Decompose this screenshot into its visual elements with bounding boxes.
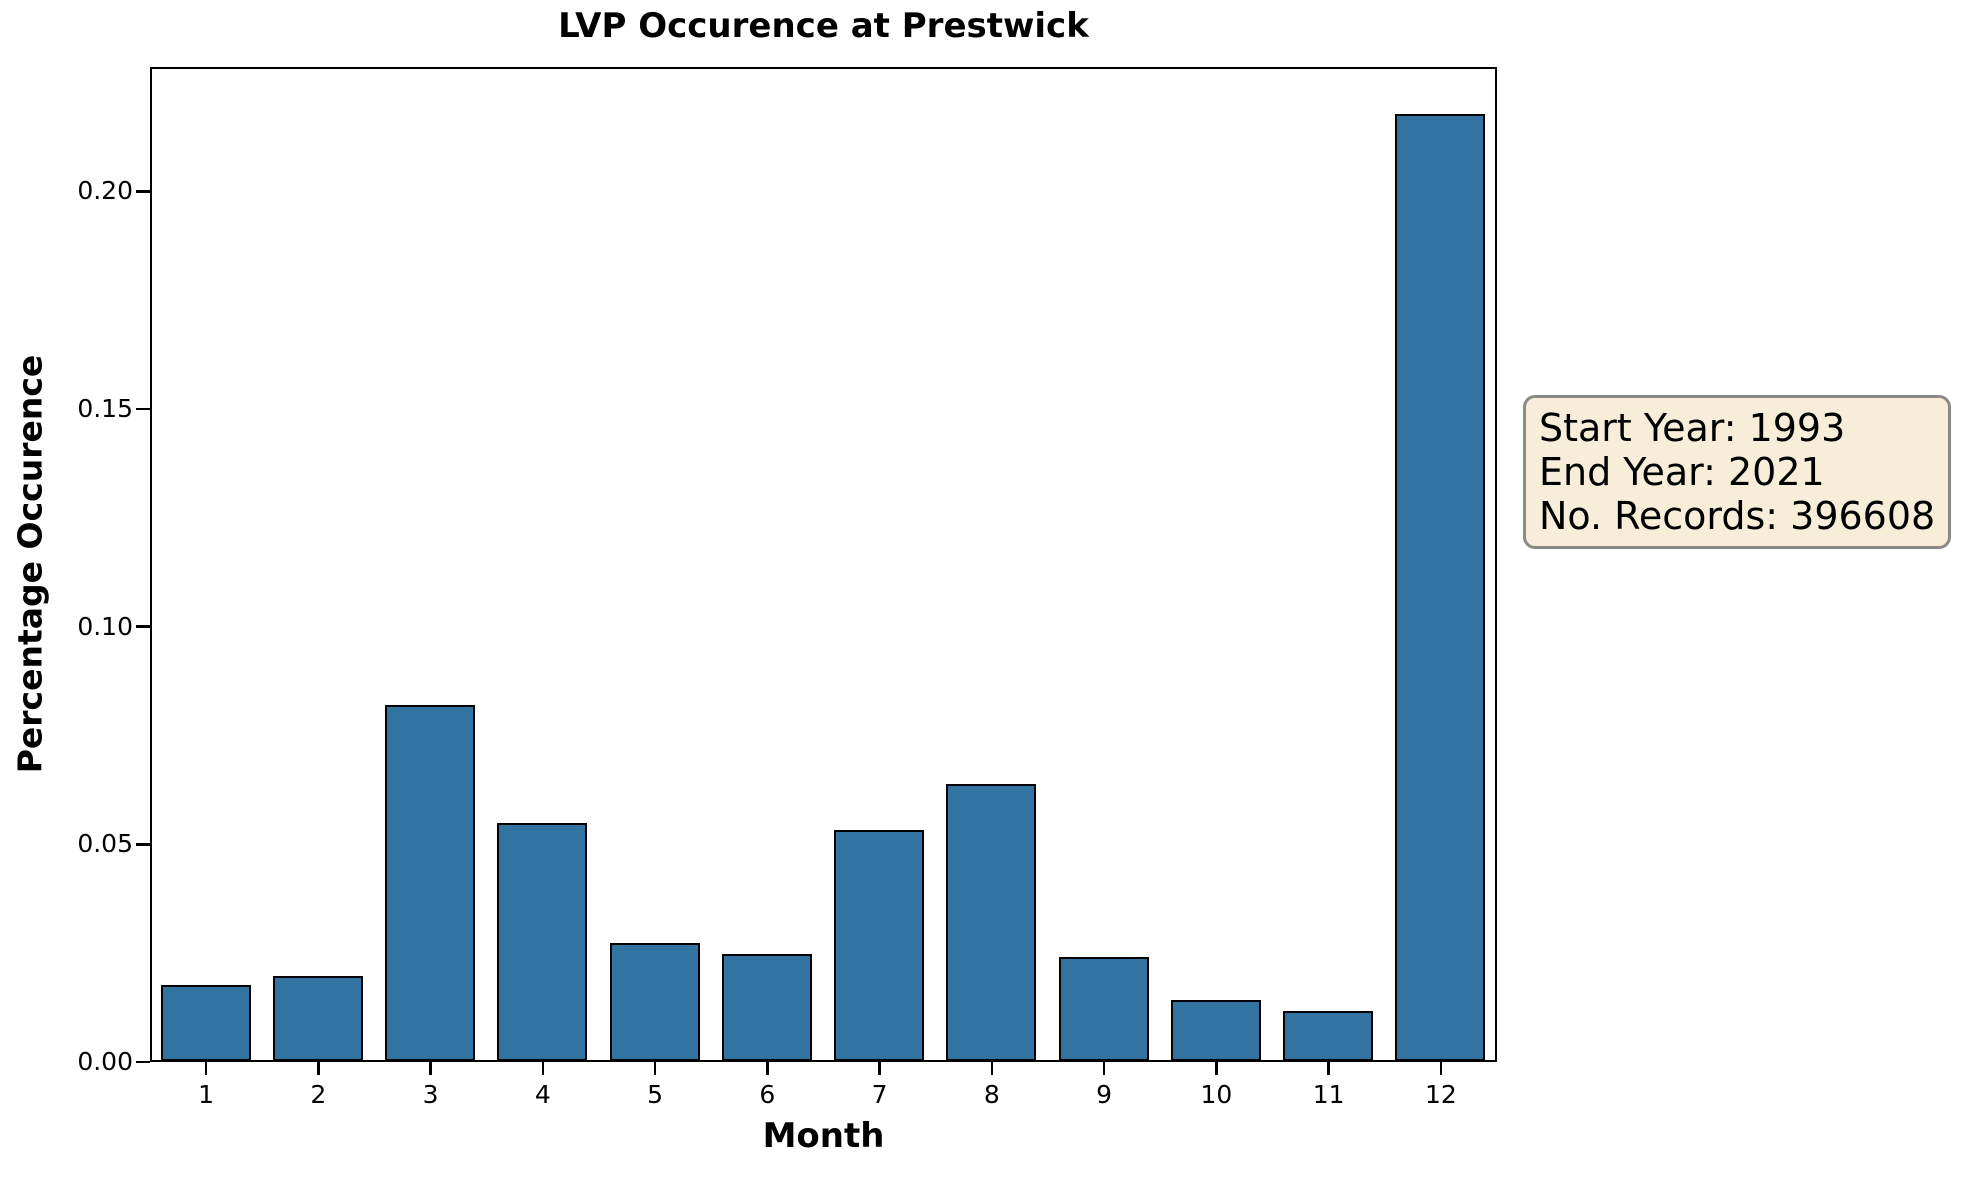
annotation-line-records: No. Records: 396608	[1539, 494, 1936, 538]
x-tick-label: 7	[871, 1080, 888, 1109]
x-tick-label: 5	[647, 1080, 664, 1109]
x-tick-mark	[317, 1062, 320, 1075]
x-tick-label: 12	[1424, 1080, 1457, 1109]
bar-month-11	[1283, 1011, 1374, 1062]
y-tick-mark	[136, 407, 150, 411]
x-tick-mark	[1215, 1062, 1218, 1075]
x-tick-label: 6	[759, 1080, 776, 1109]
x-tick-label: 10	[1200, 1080, 1233, 1109]
bar-month-10	[1170, 1000, 1261, 1062]
chart-title: LVP Occurence at Prestwick	[558, 6, 1089, 46]
annotation-line-end-year: End Year: 2021	[1539, 450, 1825, 494]
bar-month-9	[1058, 956, 1149, 1062]
y-tick-mark	[136, 625, 150, 628]
x-axis-label: Month	[762, 1116, 885, 1156]
x-tick-label: 3	[422, 1080, 439, 1109]
y-tick-label: 0.20	[77, 176, 133, 206]
bar-month-3	[385, 704, 476, 1062]
bar-month-5	[609, 942, 700, 1062]
x-tick-mark	[990, 1062, 994, 1075]
bar-month-7	[834, 829, 925, 1062]
x-tick-mark	[1102, 1062, 1106, 1075]
y-tick-mark	[136, 843, 150, 846]
x-tick-label: 8	[983, 1080, 1000, 1109]
bar-month-4	[497, 822, 588, 1062]
x-tick-mark	[1439, 1062, 1443, 1075]
x-tick-mark	[204, 1062, 208, 1075]
y-tick-mark	[136, 1060, 150, 1064]
bar-month-1	[160, 985, 251, 1062]
x-tick-mark	[653, 1062, 657, 1075]
bar-month-2	[272, 976, 363, 1062]
y-tick-label: 0.05	[77, 829, 133, 859]
x-tick-label: 2	[310, 1080, 327, 1109]
x-tick-mark	[541, 1062, 545, 1075]
annotation-line-start-year: Start Year: 1993	[1539, 406, 1846, 450]
x-tick-mark	[878, 1062, 881, 1075]
annotation-box: Start Year: 1993 End Year: 2021 No. Reco…	[1523, 395, 1952, 549]
y-tick-mark	[136, 190, 150, 193]
x-tick-label: 1	[198, 1080, 215, 1109]
y-tick-label: 0.00	[77, 1047, 133, 1076]
bar-month-12	[1395, 113, 1486, 1062]
y-tick-label: 0.10	[77, 611, 133, 641]
y-tick-label: 0.15	[77, 394, 133, 424]
x-tick-mark	[429, 1062, 432, 1075]
x-tick-mark	[1327, 1062, 1330, 1075]
plot-area	[150, 67, 1497, 1062]
x-tick-mark	[766, 1062, 769, 1075]
bar-month-8	[946, 784, 1037, 1062]
x-tick-label: 4	[534, 1080, 551, 1109]
x-tick-label: 11	[1312, 1080, 1345, 1109]
x-tick-label: 9	[1096, 1080, 1113, 1109]
bar-month-6	[721, 953, 812, 1062]
